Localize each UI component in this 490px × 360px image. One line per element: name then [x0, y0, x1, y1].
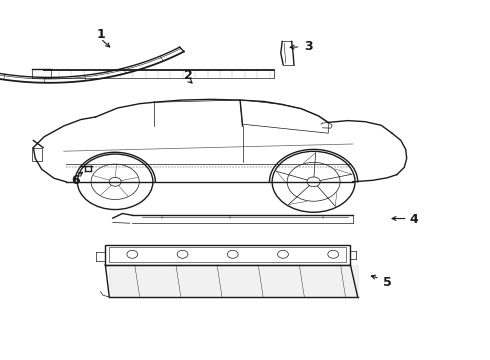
Bar — [105, 245, 350, 265]
Text: 5: 5 — [383, 276, 392, 289]
Bar — [32, 148, 42, 161]
Bar — [109, 247, 346, 262]
Text: 4: 4 — [410, 213, 418, 226]
Text: 1: 1 — [96, 28, 105, 41]
Text: 6: 6 — [72, 174, 80, 186]
Text: 2: 2 — [184, 69, 193, 82]
Text: 3: 3 — [304, 40, 313, 53]
